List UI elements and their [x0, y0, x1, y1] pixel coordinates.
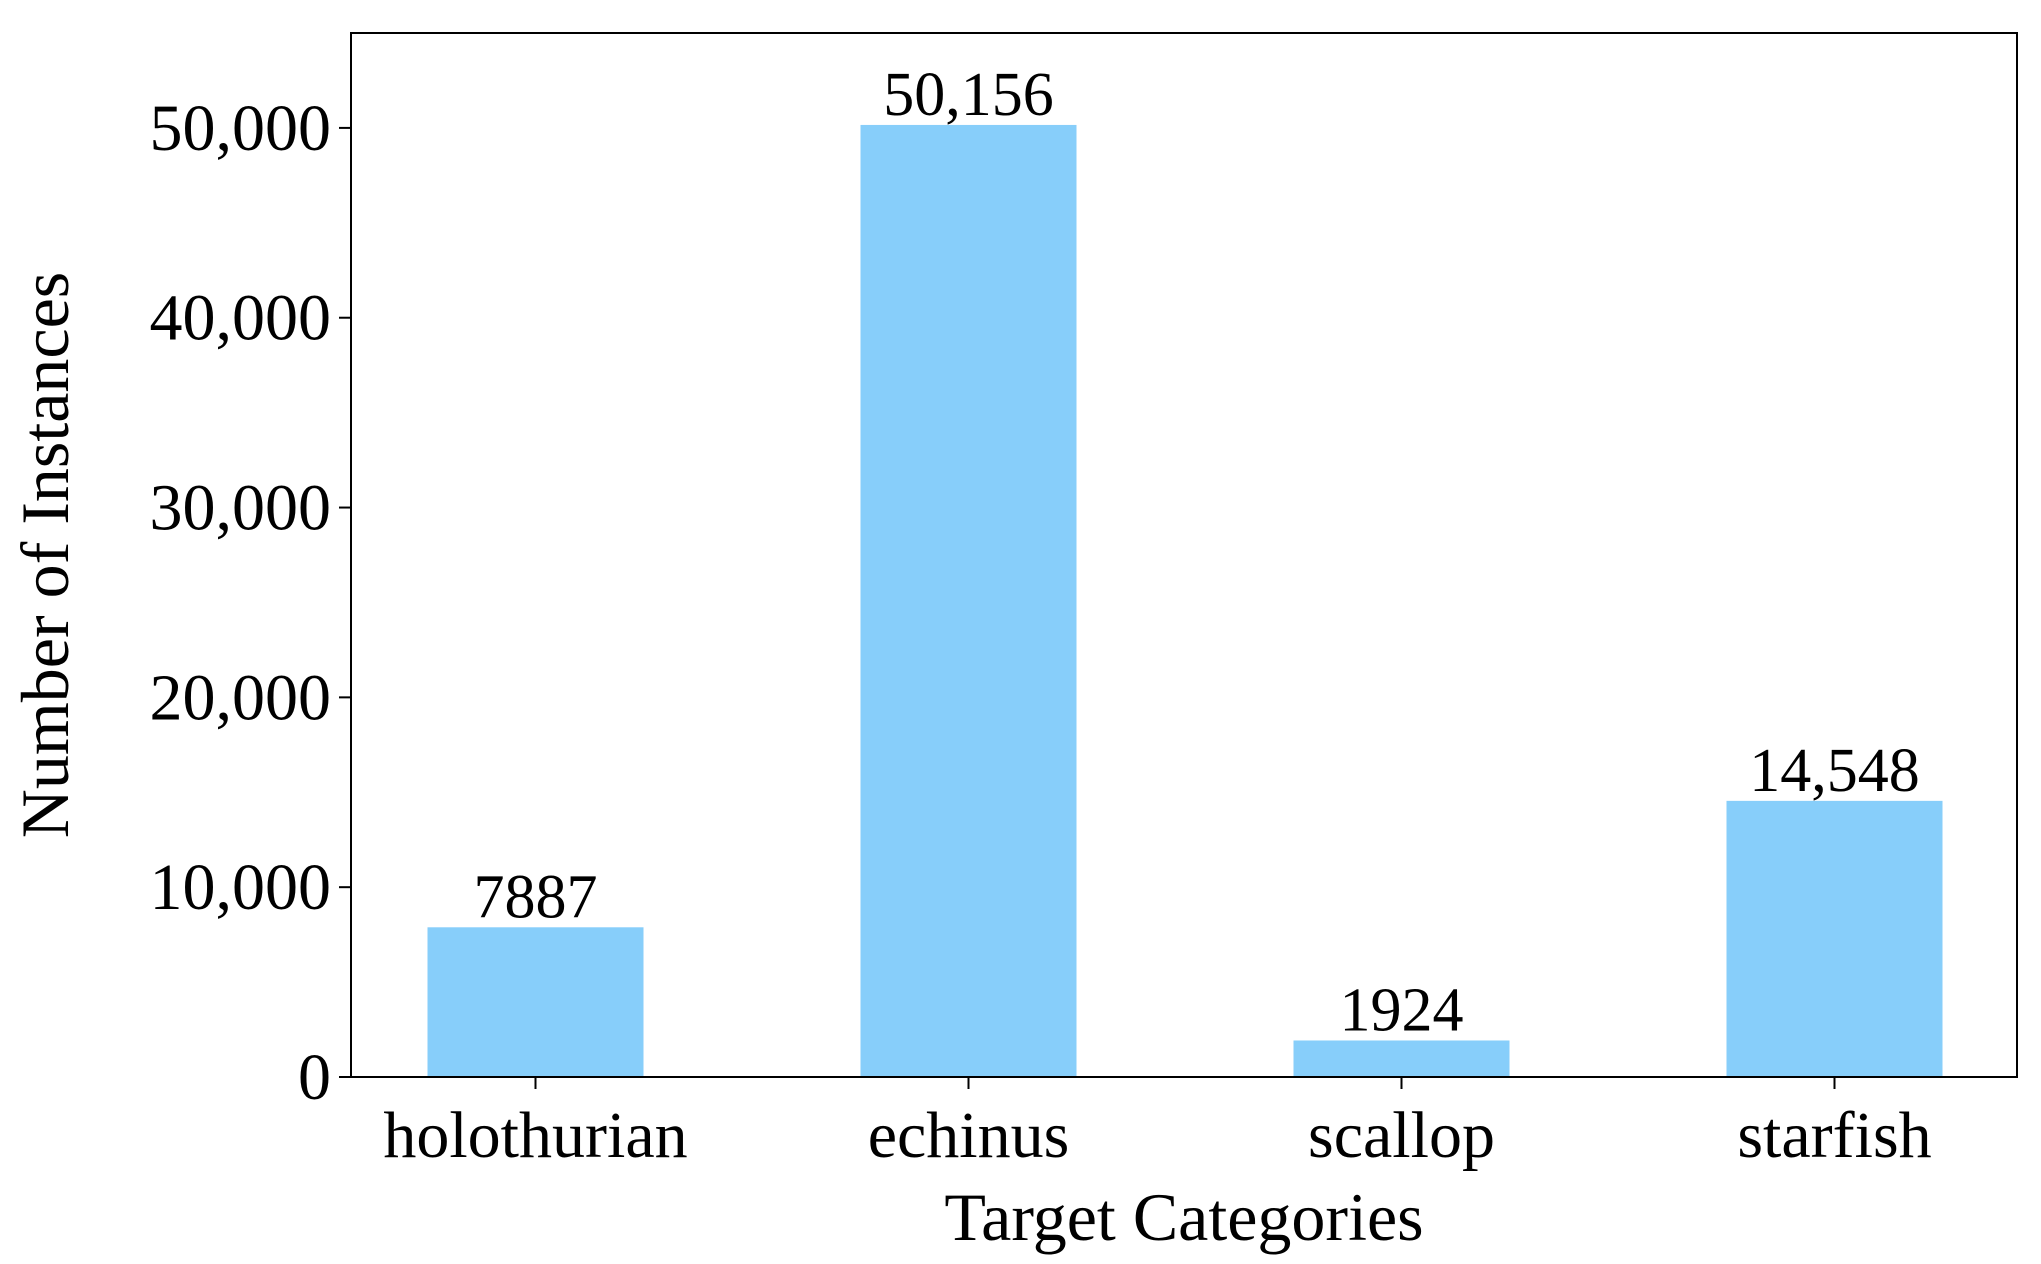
x-tick-label: scallop: [1308, 1099, 1495, 1172]
value-label: 50,156: [883, 61, 1054, 129]
y-tick-label: 10,000: [150, 851, 332, 924]
x-tick-label: holothurian: [383, 1099, 687, 1172]
y-axis-title: Number of Instances: [7, 272, 83, 838]
bar: [1726, 800, 1943, 1077]
y-tick-label: 50,000: [150, 92, 332, 165]
y-tick-label: 40,000: [150, 282, 332, 355]
x-tick-label: echinus: [868, 1099, 1070, 1172]
x-axis-title: Target Categories: [944, 1179, 1423, 1255]
bar: [1293, 1040, 1510, 1077]
plot-frame: [350, 32, 2018, 1078]
y-tick-label: 0: [298, 1041, 331, 1114]
bar: [427, 927, 644, 1077]
y-tick-label: 20,000: [150, 661, 332, 734]
bar: [860, 124, 1077, 1077]
y-tick-label: 30,000: [150, 472, 332, 545]
value-label: 1924: [1340, 976, 1464, 1044]
value-label: 14,548: [1749, 737, 1920, 805]
value-label: 7887: [474, 863, 598, 931]
x-tick-label: starfish: [1737, 1099, 1931, 1172]
